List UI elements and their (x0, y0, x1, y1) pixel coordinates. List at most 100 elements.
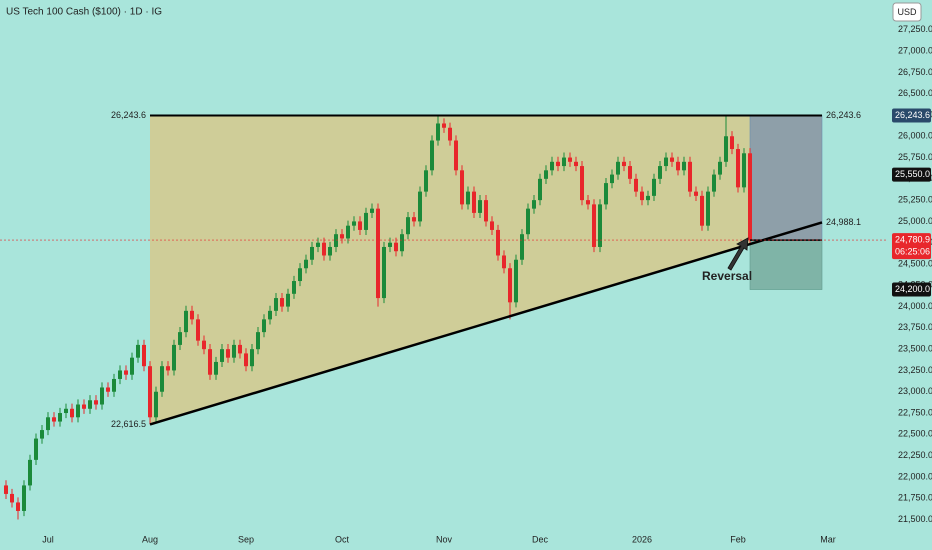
candle-body (136, 344, 140, 358)
candle-body (46, 417, 50, 431)
candle-body (268, 310, 272, 320)
candle-body (532, 200, 536, 209)
candle-body (496, 229, 500, 256)
y-tick-label: 24,500.0 (898, 258, 932, 268)
candle-body (592, 204, 596, 247)
x-tick-label: Nov (436, 534, 453, 544)
candle-body (262, 319, 266, 333)
stop-zone (749, 115, 823, 241)
candle-body (148, 366, 152, 418)
y-tick-label: 26,750.0 (898, 67, 932, 77)
candle-body (256, 332, 260, 350)
y-tick-label: 21,750.0 (898, 493, 932, 503)
candle-body (118, 370, 122, 379)
candle-body (706, 191, 710, 226)
y-tick-label: 24,000.0 (898, 301, 932, 311)
candle-body (4, 485, 8, 494)
candle-body (508, 268, 512, 303)
candle-body (364, 212, 368, 230)
candle-body (178, 332, 182, 345)
support-line (149, 221, 823, 426)
candle-body (382, 246, 386, 299)
candle-body (580, 166, 584, 201)
candle-body (484, 200, 488, 222)
candle-body (190, 310, 194, 320)
candle-body (316, 242, 320, 247)
candle-body (394, 242, 398, 252)
price-badge-sublabel: 06:25:06 (895, 246, 930, 256)
triangle-zone (150, 115, 750, 425)
candle-body (406, 217, 410, 235)
candle-body (274, 298, 278, 311)
candle-body (280, 298, 284, 307)
price-badge (892, 233, 931, 260)
currency-box[interactable] (892, 2, 922, 22)
price-badge-label: 24,200.0 (895, 284, 930, 294)
candle-body (568, 157, 572, 162)
candle-body (694, 191, 698, 196)
y-tick-label: 23,500.0 (898, 344, 932, 354)
y-tick-label: 26,000.0 (898, 131, 932, 141)
candle-body (718, 161, 722, 175)
candle-body (154, 391, 158, 418)
y-tick-label: 22,500.0 (898, 429, 932, 439)
y-tick-label: 25,750.0 (898, 152, 932, 162)
candle-body (682, 161, 686, 171)
price-badge (892, 167, 931, 182)
candle-body (742, 153, 746, 188)
candle-body (226, 349, 230, 358)
candle-body (724, 136, 728, 162)
currency: USD (897, 7, 917, 17)
candle-body (64, 408, 68, 414)
candle-body (88, 400, 92, 409)
candle-body (736, 149, 740, 188)
candle-body (670, 157, 674, 162)
price-badge-label: 25,550.0 (895, 169, 930, 179)
annotation-arrow (727, 237, 749, 271)
x-tick-label: Feb (730, 534, 746, 544)
candle-body (286, 293, 290, 307)
target-zone (749, 239, 823, 290)
candle-body (16, 502, 20, 511)
candle-body (34, 438, 38, 460)
candle-body (82, 404, 86, 409)
y-tick-label: 22,000.0 (898, 471, 932, 481)
x-tick-label: Mar (820, 534, 836, 544)
candle-body (100, 387, 104, 405)
candle-body (70, 408, 74, 418)
x-tick-label: Sep (238, 534, 254, 544)
candle-body (748, 153, 752, 241)
candle-body (538, 178, 542, 201)
price-badge (892, 108, 931, 123)
candle-body (340, 234, 344, 239)
candle-body (604, 183, 608, 205)
candle-body (562, 157, 566, 167)
candle-body (142, 344, 146, 367)
candle-body (442, 123, 446, 128)
candle-body (232, 344, 236, 358)
candle-body (130, 357, 134, 375)
y-tick-label: 23,750.0 (898, 322, 932, 332)
candle-body (574, 161, 578, 167)
candle-body (712, 174, 716, 192)
candle-body (460, 170, 464, 205)
candle-body (634, 178, 638, 192)
y-tick-label: 27,000.0 (898, 45, 932, 55)
level-label: 26,243.6 (826, 110, 861, 120)
y-tick-label: 25,250.0 (898, 195, 932, 205)
candle-body (370, 208, 374, 213)
candle-body (376, 208, 380, 299)
price-badge (892, 282, 931, 297)
candle-body (346, 225, 350, 239)
candle-body (52, 417, 56, 422)
candle-body (22, 485, 26, 511)
candle-body (502, 255, 506, 269)
price-badge-label: 26,243.6 (895, 110, 930, 120)
candle-body (658, 166, 662, 179)
candle-body (430, 140, 434, 171)
candle-body (322, 242, 326, 256)
candle-body (124, 370, 128, 375)
candle-body (640, 191, 644, 201)
candle-body (436, 123, 440, 141)
